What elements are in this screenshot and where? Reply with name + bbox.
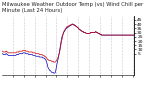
Text: Milwaukee Weather Outdoor Temp (vs) Wind Chill per Minute (Last 24 Hours): Milwaukee Weather Outdoor Temp (vs) Wind… bbox=[2, 2, 143, 13]
